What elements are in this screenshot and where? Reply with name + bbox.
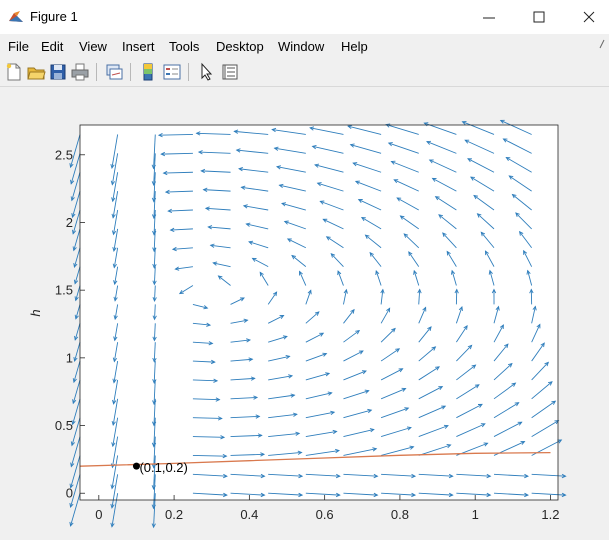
y-tick-label: 2 [66, 215, 73, 230]
menu-view[interactable]: View [79, 39, 107, 54]
insert-colorbar-icon[interactable] [138, 62, 158, 82]
edit-plot-pointer-icon[interactable] [196, 62, 216, 82]
x-tick-label: 0 [95, 507, 102, 522]
field-arrow [74, 361, 80, 382]
insert-legend-icon[interactable] [162, 62, 182, 82]
figure-toolbar [0, 58, 609, 87]
menu-file[interactable]: File [8, 39, 29, 54]
toolbar-separator [96, 63, 97, 81]
quiver-plot: (0.1,0.2) 0 0.2 0.4 0.6 0.8 1 1.2 0 0.5 1 1.5 2 2.5… [0, 87, 609, 535]
y-tick-label: 0 [66, 486, 73, 501]
field-arrow [74, 248, 80, 267]
save-icon[interactable] [48, 62, 68, 82]
y-tick-label: 1 [66, 350, 73, 365]
x-tick-label: 0.8 [391, 507, 409, 522]
field-arrow [73, 210, 80, 234]
menu-help[interactable]: Help [341, 39, 368, 54]
maximize-button[interactable] [528, 6, 550, 28]
x-tick-label: 1.2 [541, 507, 559, 522]
x-tick-label: 0.2 [165, 507, 183, 522]
x-tick-label: 0.6 [316, 507, 334, 522]
new-figure-icon[interactable] [4, 62, 24, 82]
window-title: Figure 1 [30, 9, 78, 24]
field-arrow [73, 380, 80, 403]
y-axis-label: h [28, 309, 43, 316]
y-tick-label: 0.5 [55, 418, 73, 433]
menu-bar: File Edit View Insert Tools Desktop Wind… [0, 36, 609, 57]
matlab-icon [8, 9, 24, 25]
toolbar-separator [130, 63, 131, 81]
title-bar: Figure 1 [0, 0, 609, 34]
open-file-icon[interactable] [26, 62, 46, 82]
menu-insert[interactable]: Insert [122, 39, 155, 54]
field-arrow [71, 455, 80, 487]
toolbar-separator [188, 63, 189, 81]
print-icon[interactable] [70, 62, 90, 82]
menu-tools[interactable]: Tools [169, 39, 199, 54]
property-inspector-icon[interactable] [220, 62, 240, 82]
link-plot-icon[interactable] [104, 62, 124, 82]
figure-canvas: (0.1,0.2) 0 0.2 0.4 0.6 0.8 1 1.2 0 0.5 1 1.5 2 2.5… [0, 87, 609, 535]
menu-window[interactable]: Window [278, 39, 324, 54]
x-tick-label: 0.4 [240, 507, 258, 522]
close-button[interactable] [578, 6, 600, 28]
menu-overflow-icon[interactable] [599, 39, 605, 52]
marked-point-label: (0.1,0.2) [139, 460, 187, 475]
minimize-button[interactable] [478, 6, 500, 28]
menu-desktop[interactable]: Desktop [216, 39, 264, 54]
y-tick-label: 1.5 [55, 283, 73, 298]
menu-edit[interactable]: Edit [41, 39, 63, 54]
y-tick-label: 2.5 [55, 147, 73, 162]
x-tick-label: 1 [472, 507, 479, 522]
field-arrow [71, 437, 80, 467]
